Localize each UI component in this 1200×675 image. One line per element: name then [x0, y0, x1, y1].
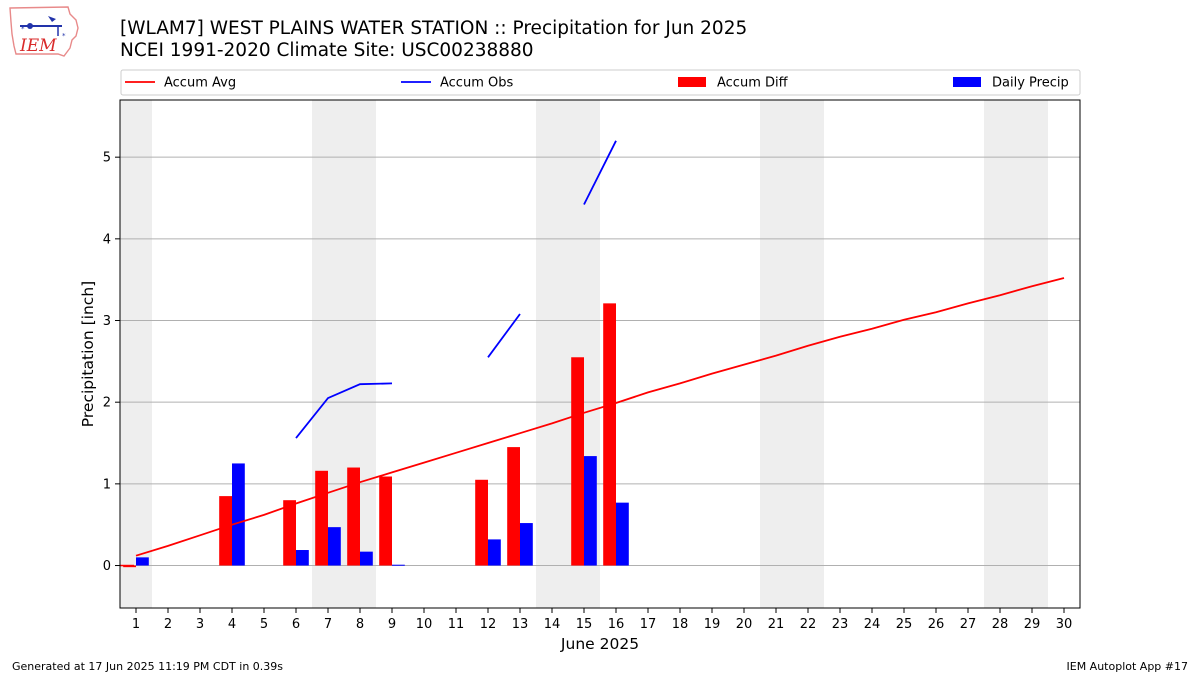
legend: Accum Avg Accum Obs Accum Diff Daily Precip [120, 69, 1081, 96]
weekend-shading [120, 100, 1048, 608]
accum-diff-bar-day-16 [603, 303, 616, 566]
y-tick-label-1: 1 [103, 477, 111, 492]
logo-text: IEM [19, 36, 57, 56]
accum-diff-bar-day-9 [379, 476, 392, 566]
daily-precip-bar-day-1 [136, 557, 149, 566]
y-tick-label-4: 4 [103, 232, 111, 247]
legend-swatch-daily_precip [953, 77, 981, 87]
y-tick-label-3: 3 [103, 314, 111, 329]
x-tick-label-5: 5 [260, 617, 268, 632]
legend-label-accum_obs: Accum Obs [440, 76, 513, 91]
plot-frame [119, 99, 1081, 609]
y-tick-label-0: 0 [103, 559, 111, 574]
footer-generated-note: Generated at 17 Jun 2025 11:19 PM CDT in… [12, 660, 284, 673]
lines [135, 140, 1065, 557]
weekend-band-day-22 [792, 100, 824, 608]
daily-precip-bar-day-4 [232, 463, 245, 566]
daily-precip-bar-day-15 [584, 456, 597, 566]
weekend-band-day-21 [760, 100, 792, 608]
chart-subtitle: NCEI 1991-2020 Climate Site: USC00238880 [120, 40, 534, 61]
x-tick-label-6: 6 [292, 617, 300, 632]
accum-diff-bar-day-4 [219, 496, 232, 566]
accum-diff-bar-day-1 [123, 565, 136, 568]
daily-precip-bar-day-12 [488, 539, 501, 566]
y-tick-label-5: 5 [103, 151, 111, 166]
x-tick-label-30: 30 [1056, 617, 1073, 632]
daily-precip-bar-day-6 [296, 550, 309, 566]
weekend-band-day-14 [536, 100, 568, 608]
x-tick-label-14: 14 [544, 617, 561, 632]
weekend-band-day-1 [120, 100, 152, 608]
accum-diff-bar-day-8 [347, 467, 360, 566]
x-tick-label-15: 15 [576, 617, 593, 632]
accum-diff-bar-day-6 [283, 500, 296, 566]
svg-text:*: * [21, 25, 25, 33]
accum-diff-bar-day-7 [315, 470, 328, 566]
accum-obs-line-segment-2 [487, 313, 521, 358]
accum-avg-line-segment-1 [135, 277, 1065, 557]
accum-diff-bar-day-15 [571, 357, 584, 566]
x-tick-label-22: 22 [800, 617, 817, 632]
legend-label-accum_diff: Accum Diff [717, 76, 789, 91]
x-tick-label-13: 13 [512, 617, 529, 632]
daily-precip-bar-day-7 [328, 527, 341, 566]
legend-box [120, 69, 1081, 96]
legend-label-accum_avg: Accum Avg [164, 76, 236, 91]
daily-precip-bar-day-9 [392, 564, 405, 566]
footer-app-name: IEM Autoplot App #17 [1066, 660, 1189, 673]
x-tick-label-8: 8 [356, 617, 364, 632]
accum-diff-bar-day-13 [507, 447, 520, 566]
x-tick-label-19: 19 [704, 617, 721, 632]
x-tick-label-21: 21 [768, 617, 785, 632]
daily-precip-bar-day-8 [360, 551, 373, 566]
x-tick-label-17: 17 [640, 617, 657, 632]
x-tick-label-24: 24 [864, 617, 881, 632]
x-tick-label-23: 23 [832, 617, 849, 632]
x-tick-label-12: 12 [480, 617, 497, 632]
chart-title: [WLAM7] WEST PLAINS WATER STATION :: Pre… [120, 18, 748, 39]
iowa-state-outline-icon: * * [9, 6, 79, 57]
x-tick-label-1: 1 [132, 617, 140, 632]
x-tick-label-18: 18 [672, 617, 689, 632]
x-tick-label-20: 20 [736, 617, 753, 632]
x-tick-label-2: 2 [164, 617, 172, 632]
accum-obs-line-segment-3 [583, 140, 617, 205]
x-axis-ticks: 1 2 3 4 5 6 7 8 9 10 11 12 13 14 15 16 17 18 19 20 21 22 23 24 2… [132, 608, 1072, 632]
x-tick-label-27: 27 [960, 617, 977, 632]
svg-text:*: * [62, 32, 66, 40]
x-axis-label: June 2025 [560, 635, 639, 653]
x-tick-label-16: 16 [608, 617, 625, 632]
y-axis-label: Precipitation [inch] [79, 281, 97, 427]
grid-lines [120, 156, 1080, 567]
x-tick-label-25: 25 [896, 617, 913, 632]
bars [120, 303, 629, 568]
x-tick-label-7: 7 [324, 617, 332, 632]
x-tick-label-11: 11 [448, 617, 465, 632]
x-tick-label-3: 3 [196, 617, 204, 632]
weekend-band-day-29 [1016, 100, 1048, 608]
y-tick-label-2: 2 [103, 396, 111, 411]
x-tick-label-28: 28 [992, 617, 1009, 632]
daily-precip-bar-day-16 [616, 502, 629, 566]
weekend-band-day-28 [984, 100, 1016, 608]
daily-precip-bar-day-13 [520, 523, 533, 566]
accum-diff-bar-day-12 [475, 479, 488, 566]
x-tick-label-9: 9 [388, 617, 396, 632]
y-axis-ticks: 0 1 2 3 4 5 [103, 151, 120, 574]
x-tick-label-4: 4 [228, 617, 236, 632]
x-tick-label-10: 10 [416, 617, 433, 632]
iem-logo: * * IEM [9, 6, 79, 57]
accum-obs-line-segment-1 [295, 382, 393, 439]
x-tick-label-29: 29 [1024, 617, 1041, 632]
legend-label-daily_precip: Daily Precip [992, 76, 1069, 91]
legend-swatch-accum_diff [678, 77, 706, 87]
x-tick-label-26: 26 [928, 617, 945, 632]
